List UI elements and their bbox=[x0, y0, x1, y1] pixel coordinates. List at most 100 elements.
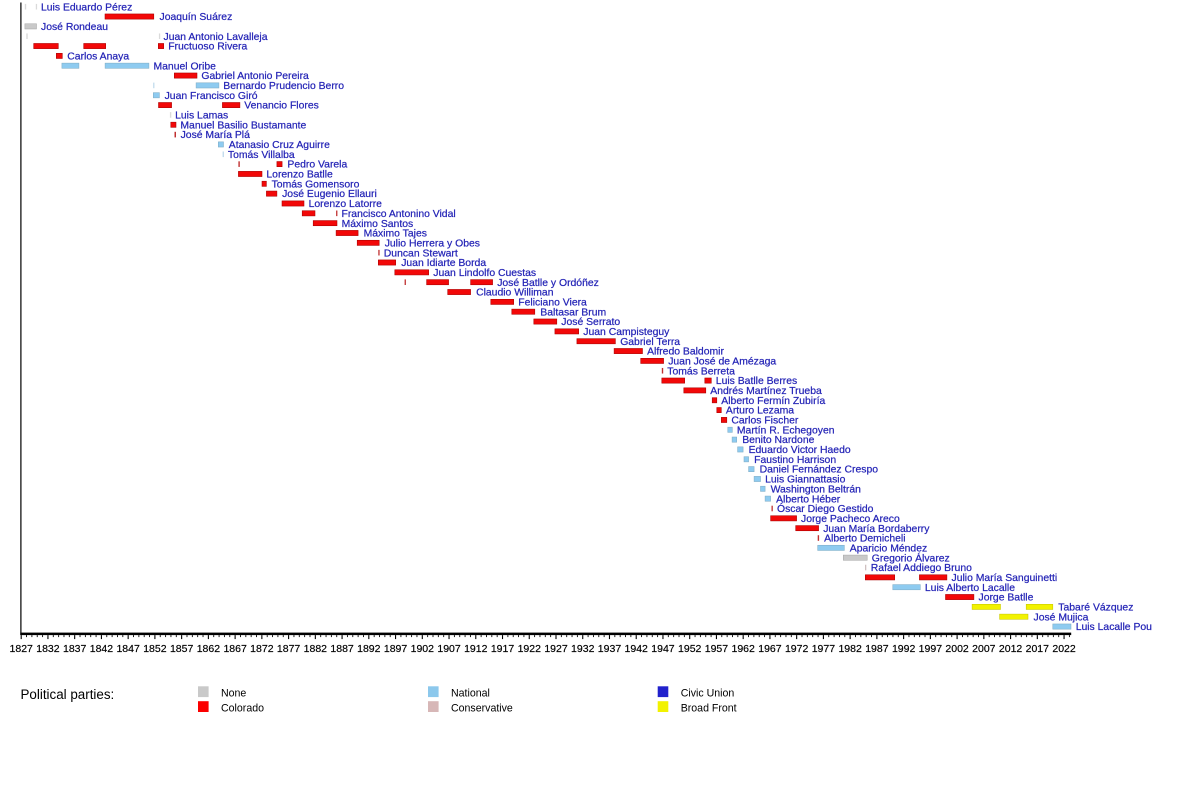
svg-text:1892: 1892 bbox=[357, 643, 381, 655]
svg-text:1857: 1857 bbox=[170, 643, 194, 655]
svg-text:Arturo Lezama: Arturo Lezama bbox=[726, 406, 794, 417]
svg-text:Alberto Demicheli: Alberto Demicheli bbox=[824, 534, 905, 545]
svg-text:Claudio Williman: Claudio Williman bbox=[476, 288, 554, 299]
svg-text:Luis Batlle Berres: Luis Batlle Berres bbox=[716, 376, 797, 387]
svg-text:Jorge Batlle: Jorge Batlle bbox=[979, 593, 1034, 604]
svg-text:Juan José de Amézaga: Juan José de Amézaga bbox=[668, 357, 776, 368]
svg-text:Máximo Santos: Máximo Santos bbox=[342, 219, 414, 230]
svg-text:1897: 1897 bbox=[384, 643, 408, 655]
svg-text:Rafael Addiego Bruno: Rafael Addiego Bruno bbox=[871, 563, 972, 574]
svg-text:1872: 1872 bbox=[250, 643, 274, 655]
svg-text:Fructuoso Rivera: Fructuoso Rivera bbox=[168, 42, 247, 53]
svg-text:1952: 1952 bbox=[678, 643, 702, 655]
svg-text:Francisco Antonino Vidal: Francisco Antonino Vidal bbox=[342, 209, 456, 220]
svg-text:Tabaré Vázquez: Tabaré Vázquez bbox=[1058, 602, 1133, 613]
svg-text:Juan Idiarte Borda: Juan Idiarte Borda bbox=[401, 258, 486, 269]
svg-text:Manuel Oribe: Manuel Oribe bbox=[154, 61, 217, 72]
svg-text:Alfredo Baldomir: Alfredo Baldomir bbox=[647, 347, 724, 358]
svg-text:Gregorio Álvarez: Gregorio Álvarez bbox=[872, 551, 950, 564]
svg-text:Luis Lacalle Pou: Luis Lacalle Pou bbox=[1076, 622, 1152, 633]
svg-text:1977: 1977 bbox=[812, 643, 836, 655]
svg-text:Manuel Basilio Bustamante: Manuel Basilio Bustamante bbox=[180, 120, 306, 131]
svg-text:1992: 1992 bbox=[892, 643, 916, 655]
svg-text:Jorge Pacheco Areco: Jorge Pacheco Areco bbox=[801, 514, 900, 525]
svg-text:Luis Giannattasio: Luis Giannattasio bbox=[765, 475, 846, 486]
svg-text:Carlos Fischer: Carlos Fischer bbox=[731, 416, 799, 427]
svg-text:1932: 1932 bbox=[571, 643, 595, 655]
svg-text:Máximo Tajes: Máximo Tajes bbox=[364, 229, 427, 240]
svg-text:Baltasar Brum: Baltasar Brum bbox=[540, 307, 606, 318]
svg-text:1972: 1972 bbox=[785, 643, 809, 655]
svg-text:2007: 2007 bbox=[972, 643, 996, 655]
svg-text:1922: 1922 bbox=[518, 643, 542, 655]
svg-text:Luis Lamas: Luis Lamas bbox=[175, 111, 228, 122]
svg-text:1887: 1887 bbox=[330, 643, 354, 655]
svg-text:José Serrato: José Serrato bbox=[561, 317, 620, 328]
svg-text:José Batlle y Ordóñez: José Batlle y Ordóñez bbox=[497, 278, 599, 289]
svg-text:1907: 1907 bbox=[437, 643, 461, 655]
svg-text:1987: 1987 bbox=[865, 643, 889, 655]
svg-text:2022: 2022 bbox=[1052, 643, 1076, 655]
svg-text:José Eugenio Ellauri: José Eugenio Ellauri bbox=[282, 189, 377, 200]
svg-text:Juan Antonio Lavalleja: Juan Antonio Lavalleja bbox=[164, 32, 268, 43]
svg-text:Luis Alberto Lacalle: Luis Alberto Lacalle bbox=[925, 583, 1015, 594]
svg-text:Tomás Gomensoro: Tomás Gomensoro bbox=[272, 179, 360, 190]
svg-text:Pedro Varela: Pedro Varela bbox=[287, 160, 347, 171]
svg-text:Lorenzo Latorre: Lorenzo Latorre bbox=[309, 199, 383, 210]
svg-text:Juan Campisteguy: Juan Campisteguy bbox=[583, 327, 670, 338]
svg-text:Lorenzo Batlle: Lorenzo Batlle bbox=[266, 170, 333, 181]
svg-text:1902: 1902 bbox=[411, 643, 435, 655]
svg-text:Colorado: Colorado bbox=[221, 702, 264, 714]
svg-text:1877: 1877 bbox=[277, 643, 301, 655]
svg-text:1837: 1837 bbox=[63, 643, 87, 655]
svg-text:1827: 1827 bbox=[10, 643, 34, 655]
svg-text:Juan Lindolfo Cuestas: Juan Lindolfo Cuestas bbox=[433, 268, 536, 279]
svg-text:None: None bbox=[221, 687, 246, 699]
svg-text:1867: 1867 bbox=[223, 643, 247, 655]
svg-text:1917: 1917 bbox=[491, 643, 515, 655]
svg-text:Julio María Sanguinetti: Julio María Sanguinetti bbox=[952, 573, 1058, 584]
svg-text:1942: 1942 bbox=[625, 643, 649, 655]
svg-text:Alberto Héber: Alberto Héber bbox=[776, 494, 841, 505]
svg-text:Conservative: Conservative bbox=[451, 702, 513, 714]
svg-text:Óscar Diego Gestido: Óscar Diego Gestido bbox=[777, 502, 874, 515]
svg-text:Gabriel Terra: Gabriel Terra bbox=[620, 337, 680, 348]
svg-text:1912: 1912 bbox=[464, 643, 488, 655]
svg-text:2012: 2012 bbox=[999, 643, 1023, 655]
svg-text:Alberto Fermín Zubiría: Alberto Fermín Zubiría bbox=[721, 396, 825, 407]
svg-text:Gabriel Antonio Pereira: Gabriel Antonio Pereira bbox=[201, 71, 309, 82]
svg-text:1947: 1947 bbox=[651, 643, 675, 655]
svg-text:Feliciano Viera: Feliciano Viera bbox=[518, 297, 587, 308]
svg-text:1842: 1842 bbox=[90, 643, 114, 655]
svg-text:2017: 2017 bbox=[1026, 643, 1050, 655]
svg-text:Carlos Anaya: Carlos Anaya bbox=[67, 52, 129, 63]
svg-text:Daniel Fernández Crespo: Daniel Fernández Crespo bbox=[760, 465, 879, 476]
svg-text:Martín R. Echegoyen: Martín R. Echegoyen bbox=[737, 425, 835, 436]
svg-text:National: National bbox=[451, 687, 490, 699]
svg-text:Duncan Stewart: Duncan Stewart bbox=[384, 248, 458, 259]
svg-text:José María Plá: José María Plá bbox=[181, 130, 251, 141]
svg-text:Political parties:: Political parties: bbox=[21, 687, 115, 702]
svg-text:Broad Front: Broad Front bbox=[681, 702, 737, 714]
svg-text:1882: 1882 bbox=[304, 643, 328, 655]
svg-text:1967: 1967 bbox=[758, 643, 782, 655]
svg-text:Civic Union: Civic Union bbox=[681, 687, 735, 699]
svg-text:1847: 1847 bbox=[116, 643, 140, 655]
svg-text:Tomás Berreta: Tomás Berreta bbox=[667, 366, 735, 377]
svg-text:Aparicio Méndez: Aparicio Méndez bbox=[850, 543, 927, 554]
svg-text:Joaquín Suárez: Joaquín Suárez bbox=[160, 12, 233, 23]
svg-text:Andrés Martínez Trueba: Andrés Martínez Trueba bbox=[710, 386, 822, 397]
svg-text:1997: 1997 bbox=[919, 643, 943, 655]
svg-text:1852: 1852 bbox=[143, 643, 167, 655]
svg-text:Benito Nardone: Benito Nardone bbox=[742, 435, 814, 446]
svg-text:1862: 1862 bbox=[197, 643, 221, 655]
svg-text:Faustino Harrison: Faustino Harrison bbox=[754, 455, 836, 466]
svg-text:1937: 1937 bbox=[598, 643, 622, 655]
svg-text:Bernardo Prudencio Berro: Bernardo Prudencio Berro bbox=[223, 81, 344, 92]
svg-text:Venancio Flores: Venancio Flores bbox=[244, 101, 319, 112]
svg-text:2002: 2002 bbox=[945, 643, 969, 655]
svg-text:Tomás Villalba: Tomás Villalba bbox=[228, 150, 295, 161]
svg-text:Washington Beltrán: Washington Beltrán bbox=[771, 484, 862, 495]
svg-text:Julio Herrera y Obes: Julio Herrera y Obes bbox=[385, 238, 480, 249]
svg-text:Eduardo Victor Haedo: Eduardo Victor Haedo bbox=[749, 445, 851, 456]
